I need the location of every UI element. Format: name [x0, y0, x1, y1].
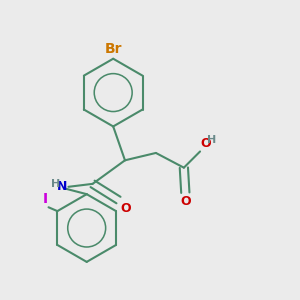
Text: O: O	[201, 137, 211, 150]
Text: I: I	[42, 192, 48, 206]
Text: N: N	[57, 180, 67, 193]
Text: O: O	[180, 195, 190, 208]
Text: O: O	[120, 202, 130, 215]
Text: H: H	[51, 179, 61, 189]
Text: H: H	[207, 135, 216, 145]
Text: Br: Br	[104, 42, 122, 56]
